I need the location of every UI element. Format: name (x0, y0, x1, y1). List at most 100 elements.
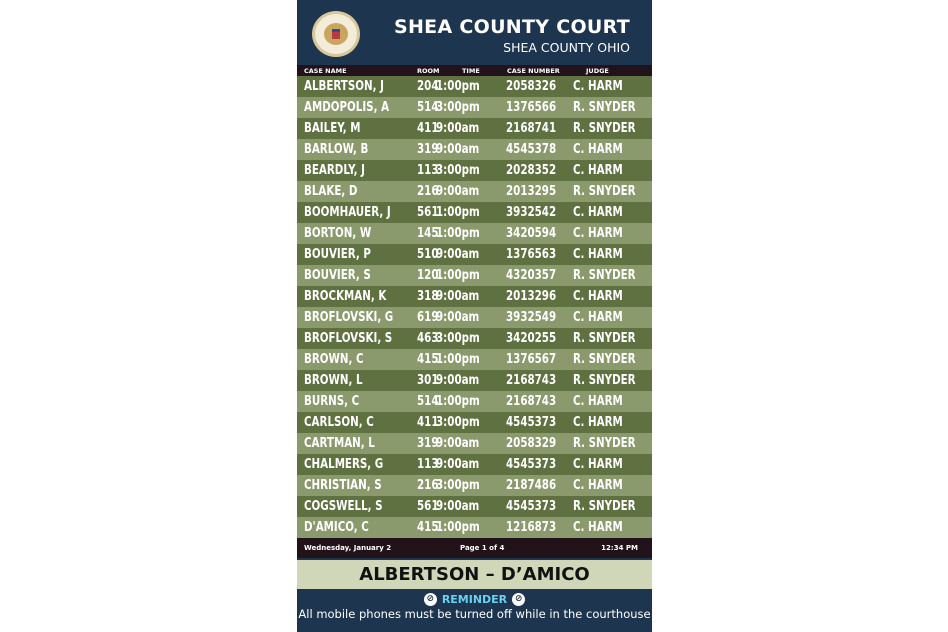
cell-case-name: BROCKMAN, K (304, 289, 387, 304)
no-phone-icon: ⊘ (423, 593, 437, 606)
table-row: BARLOW, B 319 9:00am 4545378 C. HARM (297, 139, 652, 160)
cell-room: 411 (417, 121, 439, 136)
cell-time: 1:00pm (436, 268, 480, 283)
cell-case-number: 4545373 (506, 415, 557, 430)
cell-case-number: 3932549 (506, 310, 557, 325)
cell-time: 9:00am (436, 289, 480, 304)
cell-judge: C. HARM (573, 520, 623, 535)
cell-case-number: 2168741 (506, 121, 557, 136)
cell-room: 120 (417, 268, 439, 283)
cell-room: 415 (417, 520, 439, 535)
date: Wednesday, January 2 (304, 544, 392, 552)
cell-room: 145 (417, 226, 439, 241)
cell-time: 3:00pm (436, 331, 480, 346)
table-row: BROCKMAN, K 318 9:00am 2013296 C. HARM (297, 286, 652, 307)
cell-case-number: 4545378 (506, 142, 557, 157)
table-row: BROFLOVSKI, G 619 9:00am 3932549 C. HARM (297, 307, 652, 328)
reminder-text: All mobile phones must be turned off whi… (298, 607, 651, 621)
cell-judge: R. SNYDER (573, 352, 636, 367)
cell-judge: R. SNYDER (573, 373, 636, 388)
col-time: TIME (462, 67, 480, 75)
cell-time: 9:00am (436, 121, 480, 136)
cell-case-name: BARLOW, B (304, 142, 369, 157)
cell-case-name: ALBERTSON, J (304, 79, 384, 94)
cell-judge: R. SNYDER (573, 121, 636, 136)
cell-judge: C. HARM (573, 394, 623, 409)
cell-time: 9:00am (436, 142, 480, 157)
cell-judge: R. SNYDER (573, 499, 636, 514)
cell-room: 301 (417, 373, 439, 388)
page-title: SHEA COUNTY COURT (393, 16, 630, 38)
cell-case-number: 4545373 (506, 499, 557, 514)
table-row: BROWN, L 301 9:00am 2168743 R. SNYDER (297, 370, 652, 391)
cell-judge: C. HARM (573, 226, 623, 241)
cell-judge: R. SNYDER (573, 100, 636, 115)
cell-case-number: 2058329 (506, 436, 557, 451)
col-case-number: CASE NUMBER (507, 67, 560, 75)
cell-case-name: BOOMHAUER, J (304, 205, 391, 220)
docket-table: ALBERTSON, J 204 1:00pm 2058326 C. HARM AMDOP… (297, 76, 652, 538)
cell-time: 9:00am (436, 457, 480, 472)
cell-room: 318 (417, 289, 439, 304)
cell-judge: C. HARM (573, 163, 623, 178)
cell-room: 514 (417, 394, 439, 409)
table-row: CARTMAN, L 319 9:00am 2058329 R. SNYDER (297, 433, 652, 454)
table-row: BROFLOVSKI, S 463 3:00pm 3420255 R. SNYDER (297, 328, 652, 349)
cell-case-number: 2187486 (506, 478, 557, 493)
table-row: BOUVIER, S 120 1:00pm 4320357 R. SNYDER (297, 265, 652, 286)
page-subtitle: SHEA COUNTY OHIO (503, 40, 630, 55)
cell-time: 3:00pm (436, 163, 480, 178)
cell-judge: C. HARM (573, 478, 623, 493)
cell-judge: R. SNYDER (573, 436, 636, 451)
cell-case-name: BROFLOVSKI, S (304, 331, 393, 346)
cell-case-name: BROFLOVSKI, G (304, 310, 394, 325)
cell-time: 9:00am (436, 499, 480, 514)
cell-case-number: 2168743 (506, 394, 557, 409)
page-indicator: Page 1 of 4 (460, 544, 505, 552)
cell-time: 1:00pm (436, 352, 480, 367)
cell-room: 561 (417, 499, 439, 514)
table-row: CHRISTIAN, S 216 3:00pm 2187486 C. HARM (297, 475, 652, 496)
table-row: BOUVIER, P 510 9:00am 1376563 C. HARM (297, 244, 652, 265)
cell-time: 9:00am (436, 436, 480, 451)
cell-room: 514 (417, 100, 439, 115)
cell-case-name: BOUVIER, S (304, 268, 371, 283)
cell-judge: C. HARM (573, 310, 623, 325)
cell-judge: C. HARM (573, 457, 623, 472)
cell-time: 3:00pm (436, 415, 480, 430)
cell-case-number: 3420594 (506, 226, 557, 241)
cell-judge: C. HARM (573, 415, 623, 430)
cell-room: 463 (417, 331, 439, 346)
reminder-banner: ⊘ REMINDER ⊘ All mobile phones must be t… (297, 589, 652, 632)
table-row: BEARDLY, J 113 3:00pm 2028352 C. HARM (297, 160, 652, 181)
table-row: BLAKE, D 216 9:00am 2013295 R. SNYDER (297, 181, 652, 202)
cell-time: 9:00am (436, 373, 480, 388)
cell-room: 510 (417, 247, 439, 262)
table-row: BROWN, C 415 1:00pm 1376567 R. SNYDER (297, 349, 652, 370)
cell-case-name: BROWN, L (304, 373, 363, 388)
cell-room: 216 (417, 184, 439, 199)
table-row: CHALMERS, G 113 9:00am 4545373 C. HARM (297, 454, 652, 475)
cell-judge: C. HARM (573, 205, 623, 220)
cell-case-name: BORTON, W (304, 226, 372, 241)
cell-case-name: BEARDLY, J (304, 163, 365, 178)
cell-room: 411 (417, 415, 439, 430)
cell-case-name: BAILEY, M (304, 121, 361, 136)
col-room: ROOM (417, 67, 440, 75)
cell-case-number: 2168743 (506, 373, 557, 388)
cell-case-number: 1376563 (506, 247, 557, 262)
cell-case-name: BLAKE, D (304, 184, 358, 199)
cell-judge: C. HARM (573, 247, 623, 262)
cell-judge: R. SNYDER (573, 268, 636, 283)
cell-case-number: 4545373 (506, 457, 557, 472)
cell-judge: C. HARM (573, 142, 623, 157)
table-row: D'AMICO, C 415 1:00pm 1216873 C. HARM (297, 517, 652, 538)
cell-room: 113 (417, 163, 439, 178)
table-row: CARLSON, C 411 3:00pm 4545373 C. HARM (297, 412, 652, 433)
reminder-label: REMINDER (441, 593, 508, 606)
cell-case-number: 1376566 (506, 100, 557, 115)
cell-room: 415 (417, 352, 439, 367)
court-docket-display: SHEA COUNTY COURT SHEA COUNTY OHIO CASE … (297, 0, 652, 632)
cell-case-number: 4320357 (506, 268, 557, 283)
cell-case-name: CHRISTIAN, S (304, 478, 382, 493)
